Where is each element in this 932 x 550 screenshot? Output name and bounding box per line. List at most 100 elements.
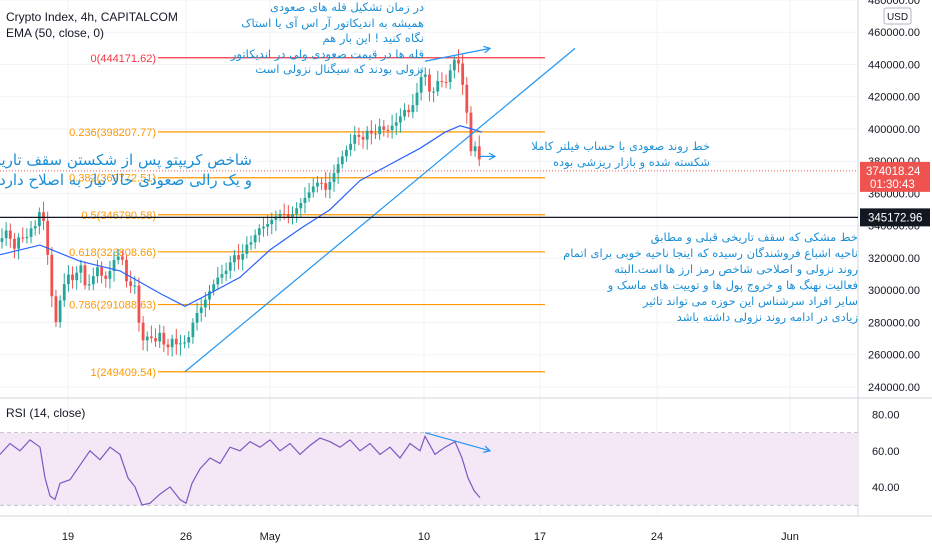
- rsi-tick-label: 60.00: [872, 446, 900, 458]
- candle-body: [191, 322, 195, 338]
- time-tick-label: 10: [418, 531, 430, 543]
- candle-body: [374, 133, 377, 135]
- candle-body: [129, 281, 133, 286]
- candle-body: [133, 285, 137, 287]
- candle-body: [415, 92, 419, 106]
- annotation-line: شکسته شده و بازار ریزشی بوده: [552, 155, 710, 169]
- candle-body: [83, 265, 87, 286]
- ema-line: [0, 125, 483, 307]
- key-level-badge: [860, 208, 930, 227]
- candle-body: [199, 307, 203, 313]
- candle-body: [266, 224, 269, 227]
- candle-body: [461, 63, 465, 85]
- candle-body: [249, 242, 253, 245]
- candle-body: [411, 105, 415, 113]
- candle-body: [336, 164, 340, 174]
- current-price-badge: [860, 161, 930, 192]
- candle-body: [428, 74, 431, 92]
- candle-body: [212, 284, 216, 292]
- annotation-line: در زمان تشکیل قله های صعودی: [269, 0, 424, 14]
- candle-body: [195, 312, 199, 323]
- candle-body: [108, 271, 112, 279]
- candle-body: [303, 197, 307, 203]
- candle-body: [286, 214, 290, 217]
- candle-body: [0, 238, 4, 242]
- candle-body: [386, 129, 390, 131]
- candle-body: [42, 212, 45, 221]
- candle-body: [320, 182, 323, 184]
- candle-body: [162, 332, 166, 345]
- annotation-left: شاخص کریپتو پس از شکستن سقف تاریخی و یک …: [0, 150, 252, 190]
- candle-body: [432, 91, 435, 93]
- time-tick-label: 26: [180, 531, 192, 543]
- candle-body: [340, 156, 344, 165]
- annotation-line: ناحیه اشباع فروشندگان رسیده که اینجا ناح…: [563, 246, 858, 260]
- candles: [0, 49, 481, 357]
- candle-body: [307, 192, 311, 198]
- candle-body: [291, 214, 294, 217]
- annotation-line: خط روند صعودی با حساب فیلتر کاملا: [531, 139, 710, 153]
- candle-body: [316, 182, 319, 187]
- candle-body: [228, 262, 232, 271]
- price-tick-label: 420000.00: [868, 92, 920, 104]
- candle-body: [87, 284, 91, 286]
- arrow-head: [483, 445, 492, 453]
- annotation-right-bottom: خط مشکی که سقف تاریخی قبلی و مطابق ناحیه…: [563, 229, 858, 325]
- fib-label: 0.382(369772.51): [69, 173, 156, 185]
- annotation-line: سایر افراد سرشناس این حوزه می تواند تاثی…: [642, 294, 858, 308]
- candle-body: [457, 59, 460, 64]
- currency-badge[interactable]: [883, 7, 912, 25]
- price-tick-label: 280000.00: [868, 317, 920, 329]
- arrow-line: [424, 47, 491, 62]
- candle-body: [237, 255, 240, 260]
- candle-body: [17, 237, 20, 249]
- candle-body: [37, 212, 41, 227]
- annotation-line: قله ها در قیمت صعودی ولی در اندیکاتور: [230, 46, 424, 61]
- candle-body: [311, 186, 315, 193]
- candle-body: [274, 216, 278, 220]
- candle-body: [50, 254, 54, 297]
- annotation-line: روند نزولی و اصلاحی شاخص رمز ارز ها است.…: [614, 262, 858, 276]
- candle-body: [390, 125, 394, 131]
- time-tick-label: 17: [534, 531, 546, 543]
- annotation-arrows: [0, 45, 858, 453]
- candle-body: [112, 259, 116, 272]
- candle-body: [349, 143, 352, 150]
- candle-body: [67, 274, 70, 285]
- annotation-line: خط مشکی که سقف تاریخی قبلی و مطابق: [650, 230, 858, 244]
- candle-body: [25, 236, 29, 239]
- candle-body: [46, 220, 50, 255]
- candle-body: [75, 272, 79, 281]
- candle-body: [62, 284, 66, 301]
- candle-body: [224, 270, 228, 275]
- annotation-top: در زمان تشکیل قله های صعودی همیشه به اند…: [231, 0, 424, 78]
- candle-body: [282, 213, 286, 215]
- candle-body: [324, 183, 328, 190]
- candle-body: [328, 181, 332, 190]
- candle-body: [220, 274, 224, 278]
- candle-body: [407, 109, 411, 113]
- candle-body: [71, 274, 74, 281]
- candle-body: [423, 74, 427, 77]
- candle-body: [394, 122, 398, 126]
- candle-body: [369, 130, 373, 134]
- price-tick-label: 480000.00: [868, 0, 920, 7]
- candle-body: [241, 253, 245, 260]
- candle-body: [203, 299, 207, 308]
- candle-body: [13, 238, 16, 249]
- annotation-line: نگاه کنید ! این بار هم: [322, 31, 424, 45]
- candle-body: [29, 228, 33, 237]
- candle-body: [179, 343, 182, 345]
- candle-body: [353, 134, 357, 144]
- candle-body: [137, 285, 141, 323]
- candle-body: [125, 259, 128, 282]
- candle-body: [345, 149, 348, 157]
- candle-body: [100, 267, 103, 276]
- rsi-line: [0, 434, 481, 506]
- candle-body: [4, 230, 8, 239]
- trendline[interactable]: [184, 47, 576, 373]
- candle-body: [452, 59, 456, 71]
- candle-body: [399, 116, 402, 123]
